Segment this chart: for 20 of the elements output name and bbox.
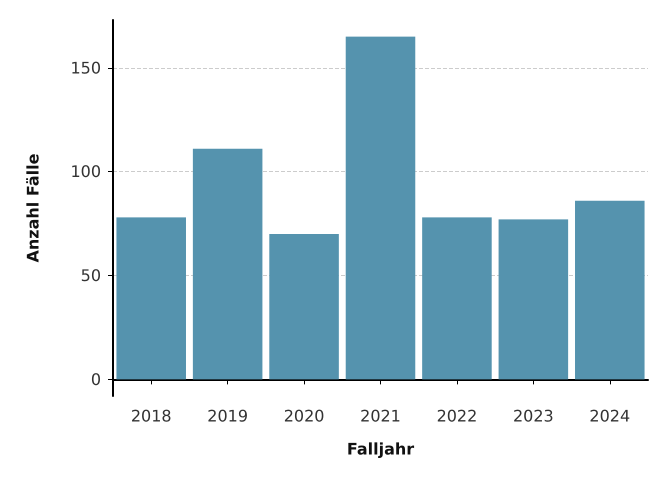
bar [192,148,262,380]
x-tick-label: 2018 [130,406,172,426]
x-tick-label: 2024 [589,406,630,426]
y-tick-label: 50 [80,266,101,286]
bar [498,219,568,380]
y-axis-title: Anzahl Fälle [24,153,42,262]
bar [575,200,645,380]
bar [116,217,186,380]
x-axis-title: Falljahr [346,440,414,458]
bar [269,234,339,380]
x-tick-label: 2020 [284,406,324,426]
bar [422,217,492,380]
y-tick-label: 0 [90,370,101,389]
y-tick-label: 100 [70,162,101,182]
x-tick-label: 2023 [513,406,554,426]
x-tick-label: 2019 [207,406,248,426]
bar [346,36,416,380]
x-tick-label: 2022 [436,406,478,426]
y-tick-label: 150 [70,58,101,78]
x-tick-label: 2021 [360,406,401,426]
